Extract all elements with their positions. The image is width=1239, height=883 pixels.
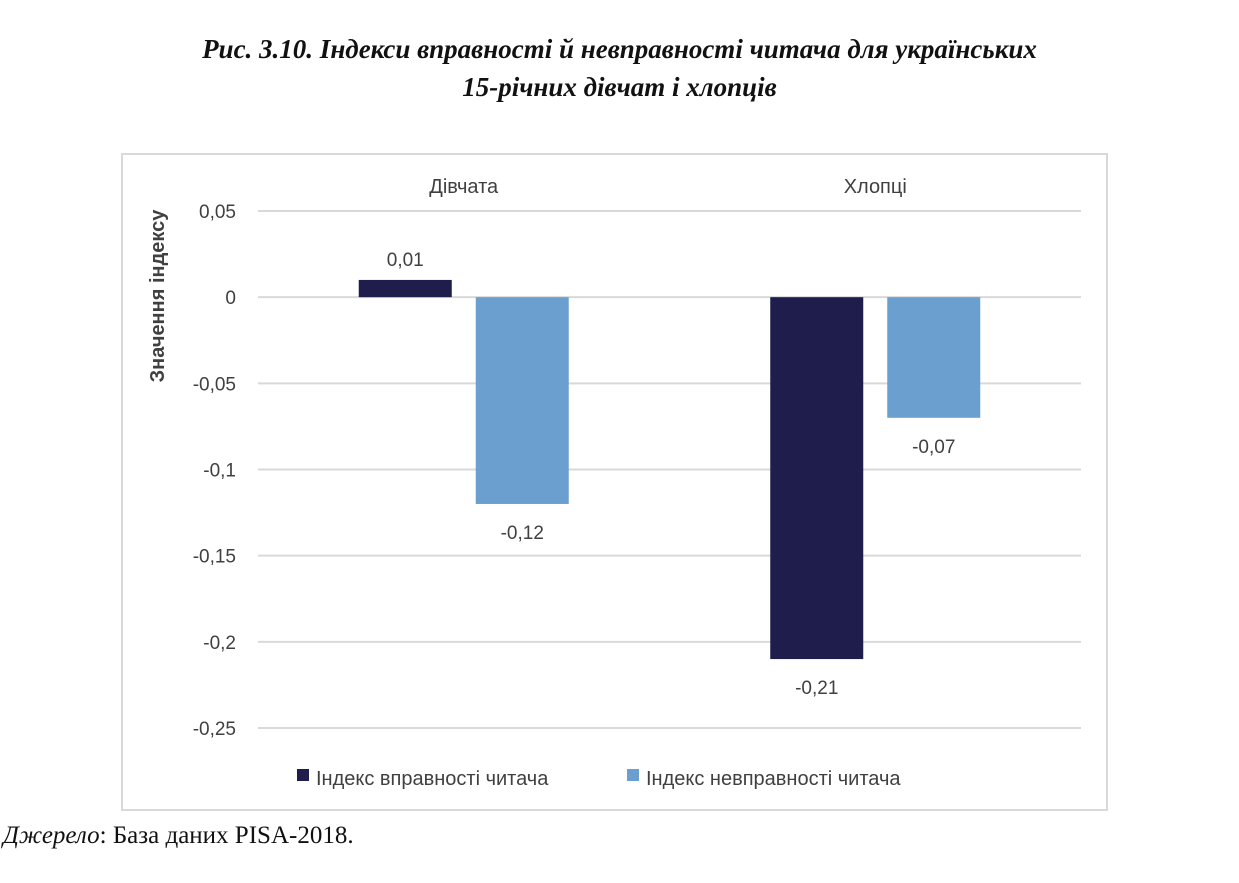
category-labels: Дівчата Хлопці <box>429 176 906 198</box>
source-text: База даних PISA-2018. <box>112 822 354 849</box>
bars <box>358 279 981 660</box>
y-tick-label: -0,25 <box>193 719 236 740</box>
y-tick-label: -0,1 <box>203 461 236 482</box>
y-tick-label: 0 <box>225 288 236 309</box>
bar <box>770 297 864 660</box>
legend-label: Індекс вправності читача <box>316 768 549 790</box>
category-label: Дівчата <box>429 176 499 198</box>
source-label: Джерело <box>3 822 100 849</box>
figure-title-line-1: Рис. 3.10. Індекси вправності й невправн… <box>202 34 1037 64</box>
y-tick-label: -0,2 <box>203 633 236 654</box>
data-label: 0,01 <box>387 250 424 271</box>
legend-swatch <box>627 769 639 781</box>
data-label: -0,12 <box>501 523 544 544</box>
chart-frame <box>121 153 1108 811</box>
data-label: -0,21 <box>795 678 838 699</box>
y-tick-label: -0,05 <box>193 374 236 395</box>
legend-label: Індекс невправності читача <box>646 768 901 790</box>
bar <box>887 297 981 418</box>
bar <box>475 297 569 504</box>
legend-swatch <box>297 769 309 781</box>
legend: Індекс вправності читача Індекс невправно… <box>297 768 901 790</box>
figure-title: Рис. 3.10. Індекси вправності й невправн… <box>0 30 1239 106</box>
figure-title-line-2: 15-річних дівчат і хлопців <box>462 72 777 102</box>
bar <box>358 279 452 298</box>
y-axis-ticks: 0,05 0 -0,05 -0,1 -0,15 -0,2 -0,25 <box>193 202 236 740</box>
y-tick-label: 0,05 <box>199 202 236 223</box>
source-note: Джерело: База даних PISA-2018. <box>3 822 354 850</box>
data-labels: 0,01 -0,12 -0,21 -0,07 <box>387 250 956 699</box>
data-label: -0,07 <box>912 437 955 458</box>
category-label: Хлопці <box>844 176 907 198</box>
y-tick-label: -0,15 <box>193 547 236 568</box>
source-separator: : <box>99 822 113 849</box>
y-axis-label: Значення індексу <box>147 209 169 383</box>
